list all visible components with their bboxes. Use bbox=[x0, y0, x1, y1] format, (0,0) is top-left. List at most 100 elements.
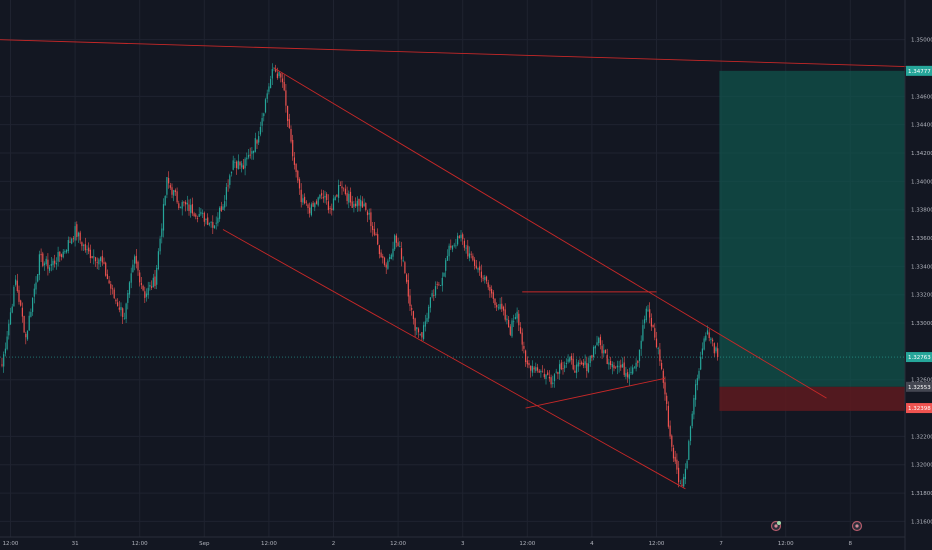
candle-body bbox=[552, 382, 554, 385]
candle-body bbox=[178, 203, 180, 209]
candle-body bbox=[224, 201, 226, 208]
candle-body bbox=[700, 356, 702, 370]
position-zones bbox=[0, 70, 905, 411]
candle-body bbox=[40, 253, 42, 256]
candle-body bbox=[603, 350, 605, 354]
candle-body bbox=[43, 263, 46, 266]
candle-body bbox=[168, 178, 170, 184]
candle-body bbox=[567, 359, 569, 362]
candle-body bbox=[261, 118, 263, 126]
candle-body bbox=[419, 333, 421, 335]
candle-body bbox=[657, 348, 659, 349]
candle-body bbox=[644, 319, 646, 324]
candle-body bbox=[519, 327, 522, 334]
candle-body bbox=[411, 308, 413, 310]
price-axis[interactable]: 1.35000 1.34600 1.34400 1.34200 1.34000 1.338… bbox=[904, 0, 932, 550]
trendline[interactable] bbox=[0, 39, 932, 68]
candle-body bbox=[100, 257, 102, 261]
candle-body bbox=[77, 232, 80, 237]
candle-body bbox=[280, 73, 282, 78]
candle-body bbox=[149, 284, 151, 287]
candle-body bbox=[586, 363, 588, 372]
candle-body bbox=[513, 321, 515, 323]
candle-body bbox=[251, 151, 253, 154]
x-tick-label: 4 bbox=[590, 541, 594, 547]
candle-body bbox=[21, 307, 23, 317]
candle-body bbox=[106, 274, 108, 280]
candle-body bbox=[310, 204, 312, 216]
candle-body bbox=[579, 362, 581, 364]
candle-body bbox=[74, 226, 76, 241]
candle-body bbox=[185, 202, 187, 205]
candle-body bbox=[491, 289, 493, 294]
candle-body bbox=[212, 222, 214, 228]
y-tick-label: 1.34000 bbox=[911, 179, 932, 185]
candle-body bbox=[196, 218, 199, 219]
candle-body bbox=[383, 257, 386, 265]
time-axis[interactable]: 12:00 31 12:00 Sep 12:00 2 12:00 3 12:00 4 12:00 7 1… bbox=[0, 536, 905, 547]
candle-body bbox=[703, 338, 705, 350]
candle-body bbox=[710, 338, 712, 341]
candle-body bbox=[307, 204, 309, 209]
candle-body bbox=[69, 241, 71, 243]
trendline[interactable] bbox=[525, 377, 666, 409]
y-tick-label: 1.31600 bbox=[911, 519, 932, 525]
candle-body bbox=[695, 384, 697, 400]
candle-body bbox=[312, 202, 314, 207]
candle-body bbox=[331, 208, 333, 211]
candle-body bbox=[84, 244, 86, 251]
candle-body bbox=[110, 284, 112, 289]
candle-body bbox=[173, 190, 175, 196]
candle-body bbox=[705, 335, 707, 341]
trendline[interactable] bbox=[222, 229, 686, 490]
candle-body bbox=[327, 201, 329, 211]
candle-body bbox=[662, 370, 664, 383]
candle-body bbox=[601, 345, 603, 354]
candle-body bbox=[122, 308, 124, 318]
candle-body bbox=[237, 160, 239, 170]
candle-body bbox=[671, 435, 673, 447]
candle-body bbox=[424, 321, 426, 327]
candle-body bbox=[236, 161, 238, 169]
event-marker-dot bbox=[774, 524, 778, 528]
candle-body bbox=[446, 255, 448, 261]
candle-body bbox=[683, 477, 685, 487]
candle-body bbox=[86, 249, 88, 251]
candle-body bbox=[387, 260, 389, 269]
candle-body bbox=[616, 365, 618, 368]
candle-body bbox=[4, 348, 6, 354]
candle-body bbox=[565, 362, 567, 365]
candle-body bbox=[202, 212, 204, 214]
candle-body bbox=[693, 397, 695, 415]
candle-body bbox=[406, 274, 408, 282]
candle-body bbox=[49, 267, 51, 271]
x-tick-label: Sep bbox=[199, 541, 210, 547]
candle-body bbox=[492, 292, 494, 299]
candle-body bbox=[215, 222, 217, 224]
current-price-badge bbox=[906, 352, 932, 363]
trendlines[interactable] bbox=[0, 39, 932, 490]
candle-body bbox=[521, 332, 523, 345]
trendline[interactable] bbox=[273, 67, 827, 399]
candle-body bbox=[443, 272, 445, 277]
candle-body bbox=[20, 300, 22, 306]
candle-body bbox=[270, 78, 272, 89]
candle-body bbox=[298, 179, 301, 189]
candle-body bbox=[283, 81, 285, 91]
candle-body bbox=[8, 323, 10, 336]
candle-body bbox=[681, 484, 683, 486]
candle-body bbox=[144, 291, 146, 298]
candle-body bbox=[613, 365, 615, 369]
candle-body bbox=[409, 295, 411, 307]
candle-body bbox=[593, 347, 595, 358]
candle-body bbox=[717, 348, 719, 358]
candle-body bbox=[684, 468, 686, 480]
event-markers[interactable] bbox=[770, 520, 863, 532]
candle-body bbox=[353, 203, 355, 207]
candle-body bbox=[81, 242, 83, 247]
candle-body bbox=[266, 93, 268, 99]
candle-body bbox=[195, 214, 197, 217]
candle-body bbox=[281, 78, 284, 83]
candle-body bbox=[497, 307, 499, 309]
